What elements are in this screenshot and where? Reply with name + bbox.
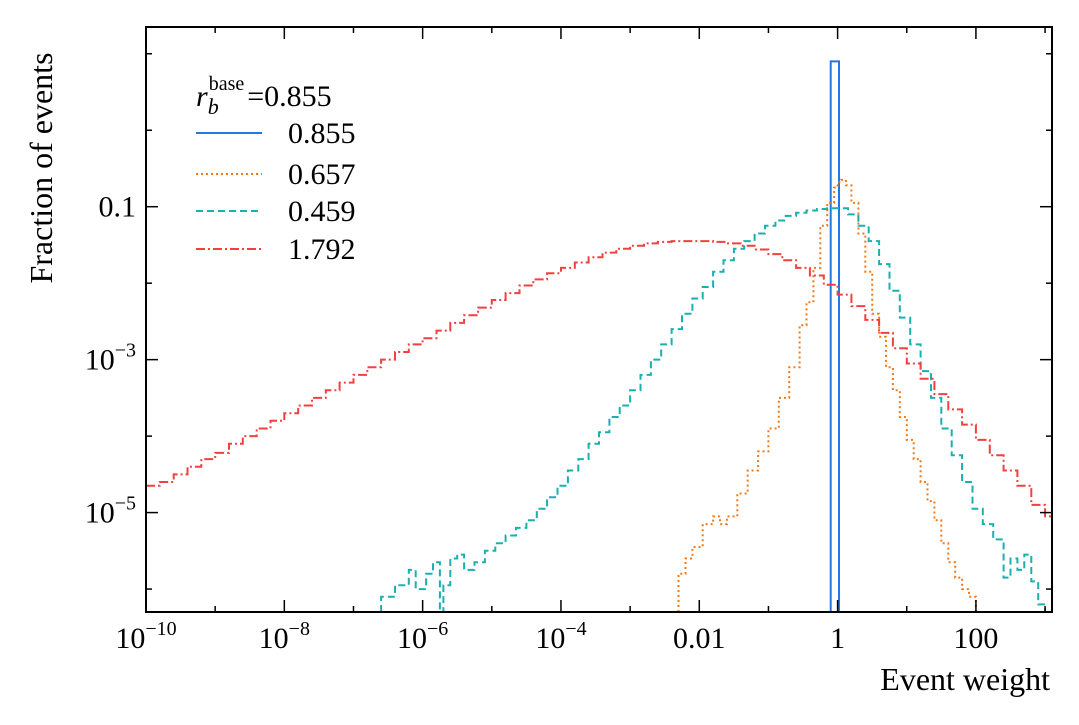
legend-title-sup: base — [209, 73, 245, 95]
legend-label-0459: 0.459 — [288, 195, 356, 228]
legend-label-0657: 0.657 — [288, 158, 356, 191]
x-axis-title: Event weight — [880, 661, 1050, 697]
tick-layer: 10−10 10−8 10−6 10−4 0.01 1 100 0.1 10−3 10−5 — [85, 27, 1052, 655]
series-line-0-855 — [829, 60, 840, 612]
legend-title: rbbase =0.855 — [196, 73, 332, 119]
series-line-0-459 — [380, 207, 1047, 612]
x-tick-label: 1 — [830, 622, 845, 655]
x-tick-label: 10−4 — [535, 618, 586, 655]
y-tick-label: 0.1 — [99, 191, 137, 224]
legend-title-var: r — [196, 80, 208, 113]
series-line-1-792 — [146, 240, 1052, 518]
plot-frame — [145, 26, 1053, 613]
legend-label-0855: 0.855 — [288, 117, 356, 150]
legend-title-sub: b — [208, 94, 219, 119]
legend: rbbase =0.855 0.855 0.657 0.459 1.792 — [196, 73, 356, 266]
series-layer — [146, 60, 1052, 612]
y-axis-title: Fraction of events — [23, 52, 59, 283]
legend-title-value: =0.855 — [247, 80, 331, 113]
series-line-0-657 — [677, 178, 977, 612]
x-tick-label: 0.01 — [673, 622, 726, 655]
plot-background — [146, 27, 1052, 612]
x-tick-label: 100 — [953, 622, 998, 655]
legend-label-1792: 1.792 — [288, 233, 356, 266]
x-tick-label: 10−6 — [397, 618, 448, 655]
y-tick-label: 10−5 — [85, 493, 136, 530]
y-tick-label: 10−3 — [85, 340, 136, 377]
x-tick-label: 10−10 — [115, 618, 176, 655]
x-tick-label: 10−8 — [259, 618, 310, 655]
